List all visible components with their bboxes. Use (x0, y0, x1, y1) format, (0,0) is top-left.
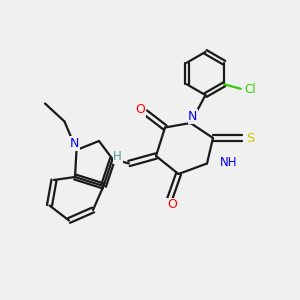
Text: NH: NH (220, 155, 237, 169)
Text: H: H (113, 150, 122, 164)
Text: Cl: Cl (244, 83, 256, 96)
Text: N: N (70, 137, 79, 150)
Text: N: N (188, 110, 198, 123)
Text: O: O (135, 103, 145, 116)
Text: O: O (167, 198, 177, 212)
Text: S: S (246, 131, 254, 145)
